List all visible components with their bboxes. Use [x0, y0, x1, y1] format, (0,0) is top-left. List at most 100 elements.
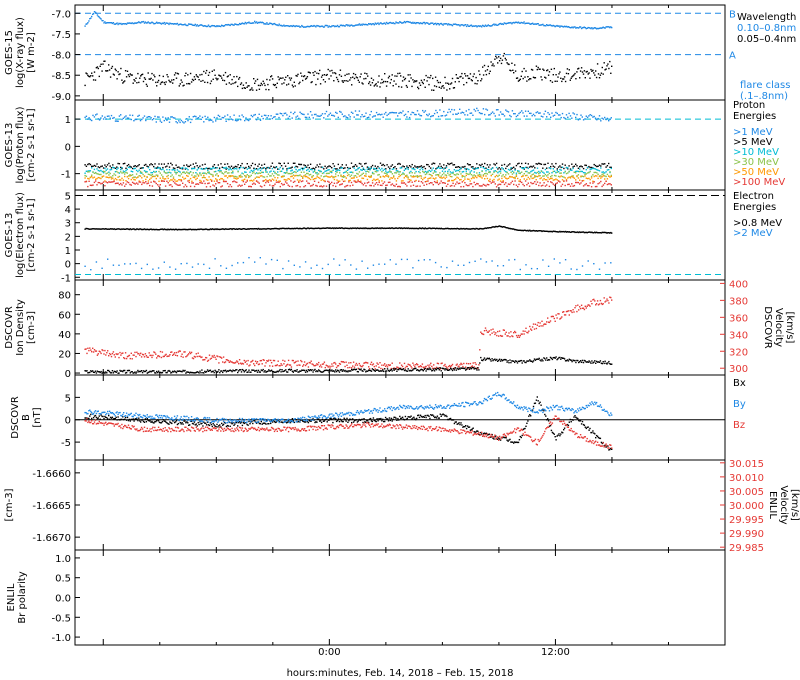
proton-point-4	[241, 179, 243, 182]
velocity-point	[86, 352, 88, 355]
xray-long-point	[460, 24, 462, 26]
xray-short-point	[364, 72, 366, 74]
proton-point-1	[519, 166, 521, 168]
electron-08-point	[509, 227, 511, 230]
proton-point-2	[180, 167, 183, 169]
xray-short-point	[188, 82, 190, 85]
velocity-point	[109, 353, 112, 356]
proton-point-1	[564, 164, 566, 166]
electron-08-point	[186, 228, 188, 231]
xray-short-point	[368, 82, 370, 85]
proton-point-3	[142, 173, 144, 176]
proton-point-4	[261, 175, 263, 177]
proton-point-0	[203, 121, 205, 123]
xray-long-point	[331, 25, 333, 27]
proton-point-2	[113, 167, 115, 169]
proton-point-5	[362, 184, 365, 186]
proton-point-0	[135, 118, 138, 121]
proton-point-1	[364, 163, 366, 165]
xray-short-point	[258, 88, 261, 90]
xray-short-point	[86, 73, 88, 75]
electron-08-point	[241, 228, 244, 230]
velocity-point	[89, 347, 91, 349]
electron-08-point	[313, 227, 315, 230]
electron-2-point	[163, 261, 165, 263]
proton-point-4	[493, 178, 495, 181]
proton-point-2	[472, 167, 474, 169]
proton-point-2	[404, 168, 407, 170]
proton-point-0	[176, 122, 179, 124]
velocity-point	[131, 358, 133, 360]
proton-point-2	[593, 167, 595, 170]
proton-point-2	[509, 169, 511, 171]
velocity-point	[499, 334, 502, 337]
xray-long-point	[548, 24, 551, 26]
xray-long-point	[368, 23, 370, 25]
xray-long-point	[137, 21, 139, 24]
velocity-point	[389, 364, 391, 366]
electron-08-point	[318, 227, 320, 229]
electron-08-point	[311, 227, 313, 230]
electron-08-point	[423, 228, 425, 230]
proton-point-2	[108, 171, 110, 173]
xray-long-point	[473, 25, 475, 27]
proton-point-3	[249, 175, 251, 178]
proton-point-0	[220, 118, 222, 120]
proton-point-1	[585, 164, 587, 167]
xray-short-point	[557, 76, 559, 78]
xray-long-point	[488, 25, 490, 27]
velocity-point	[210, 357, 213, 359]
velocity-point	[132, 354, 134, 356]
velocity-point	[155, 353, 157, 355]
proton-point-3	[550, 175, 552, 178]
xray-short-point	[442, 85, 444, 87]
proton-point-0	[430, 115, 432, 118]
xray-short-point	[265, 88, 267, 91]
proton-point-5	[184, 184, 187, 186]
proton-point-0	[534, 115, 536, 117]
electron-08-point	[500, 225, 503, 228]
velocity-point	[120, 354, 122, 356]
xray-long-point	[355, 24, 358, 26]
density-point	[92, 371, 95, 373]
electron-2-point	[304, 261, 307, 263]
proton-point-3	[186, 171, 188, 173]
xray-long-point	[567, 26, 570, 28]
velocity-point	[483, 330, 486, 332]
electron-08-point	[387, 227, 390, 229]
proton-point-0	[451, 108, 453, 111]
velocity-point	[551, 315, 554, 318]
proton-point-4	[296, 179, 299, 181]
proton-point-1	[270, 165, 272, 167]
electron-08-point	[108, 228, 110, 230]
electron-08-point	[584, 231, 586, 234]
proton-point-2	[565, 166, 568, 169]
proton-point-1	[271, 162, 274, 164]
electron-08-point	[259, 228, 261, 230]
xray-short-point	[277, 76, 279, 78]
proton-point-1	[457, 166, 460, 168]
proton-point-1	[317, 166, 320, 168]
electron-08-point	[222, 228, 224, 230]
xray-long-point	[501, 23, 504, 25]
proton-point-4	[316, 176, 318, 178]
proton-point-0	[478, 112, 481, 114]
proton-point-5	[553, 184, 556, 187]
velocity-point	[550, 315, 553, 318]
density-point	[96, 370, 99, 372]
velocity-point	[116, 353, 118, 356]
proton-point-1	[526, 166, 528, 169]
xray-short-point	[580, 67, 583, 69]
proton-point-2	[416, 167, 419, 169]
velocity-point	[141, 353, 144, 356]
proton-point-5	[551, 181, 553, 184]
electron-08-point	[559, 230, 561, 233]
xray-long-point	[239, 23, 242, 25]
proton-point-0	[356, 114, 358, 116]
proton-point-0	[321, 113, 324, 115]
proton-point-2	[155, 170, 157, 173]
proton-point-0	[440, 115, 442, 117]
xray-short-point	[523, 67, 525, 70]
xray-long-point	[582, 26, 585, 29]
proton-point-5	[254, 183, 256, 185]
